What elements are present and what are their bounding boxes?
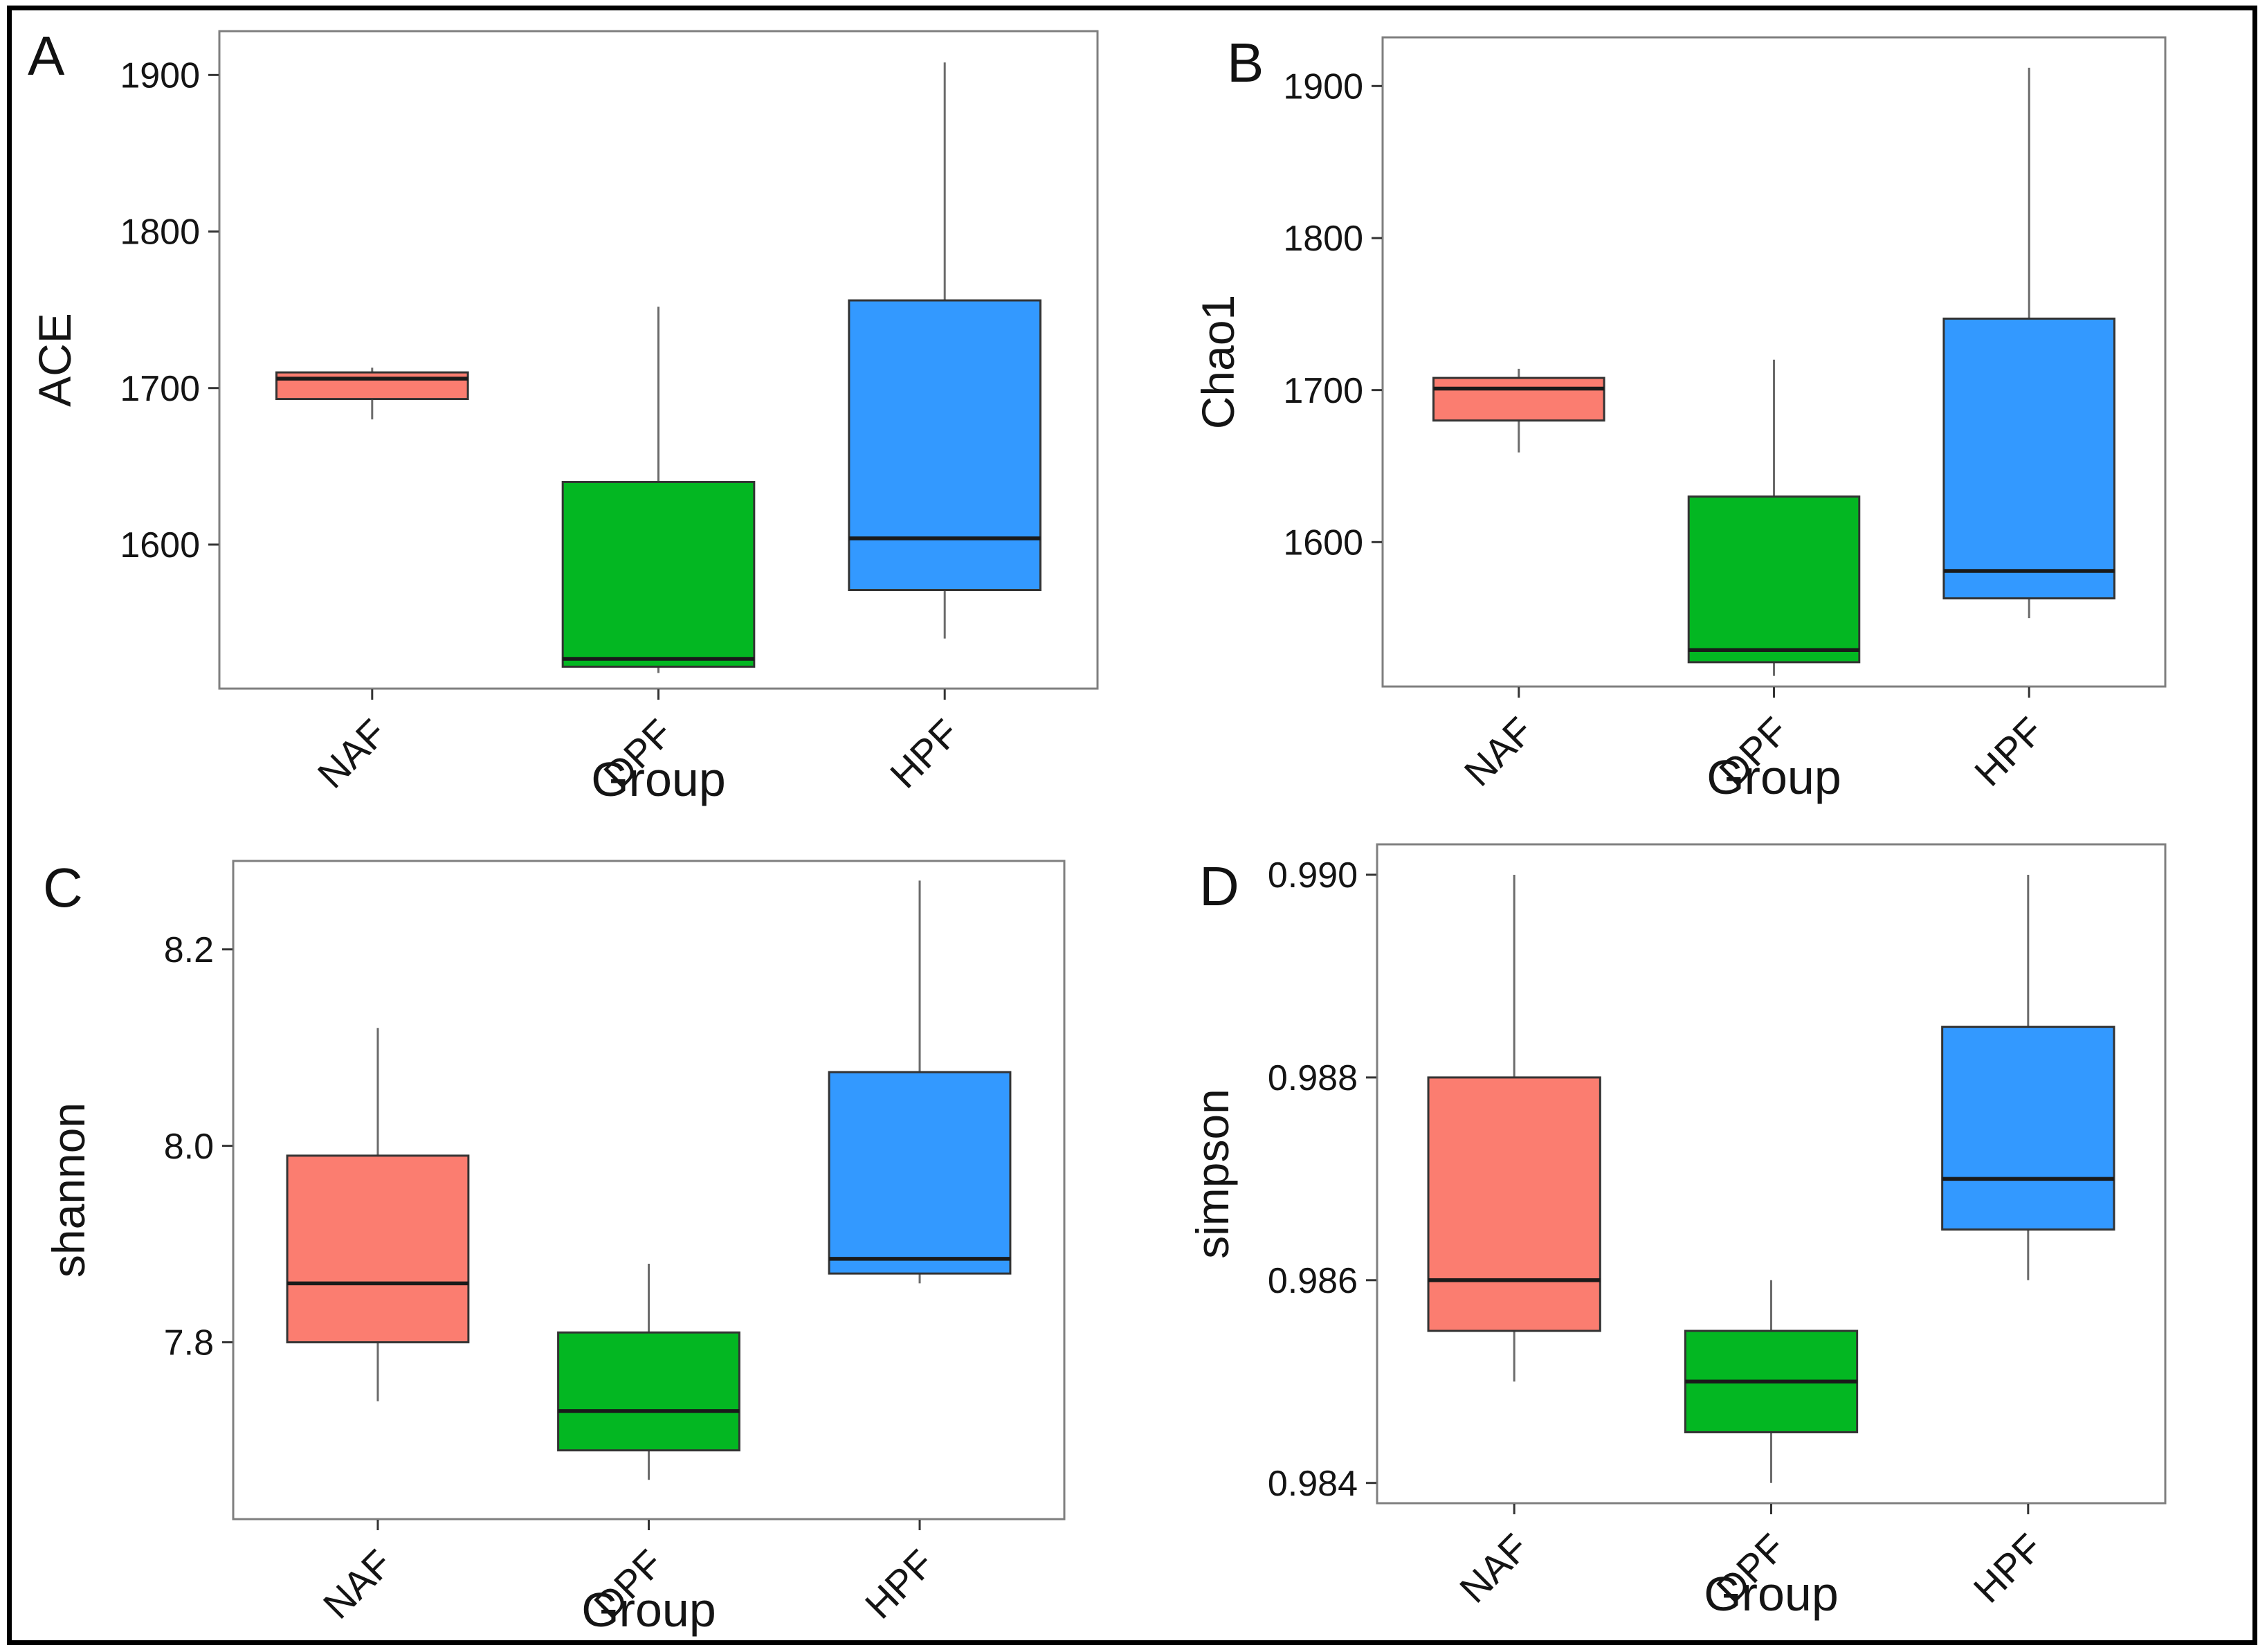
y-axis-title: shannon [43,1102,94,1278]
x-tick-label-naf: NAF [309,711,395,797]
x-tick-label-hpf: HPF [882,711,967,797]
y-tick-label: 8.2 [164,930,214,970]
box-NAF [275,371,469,401]
y-tick-label: 7.8 [164,1323,214,1363]
box-DPF [557,1331,740,1452]
y-axis-title: Chao1 [1192,295,1244,430]
y-axis-title: simpson [1187,1089,1238,1259]
panel-letter-a: A [28,25,65,87]
plot-frame [232,860,1066,1521]
y-tick-label: 0.986 [1268,1261,1358,1301]
x-tick-label-naf: NAF [315,1541,401,1627]
y-tick-label: 1900 [120,56,200,96]
box-HPF [1942,317,2115,600]
panel-letter-b: B [1227,32,1264,93]
y-tick-label: 0.990 [1268,855,1358,896]
plot-frame [218,30,1099,690]
y-tick-label: 1700 [1283,371,1363,411]
box-HPF [848,299,1042,591]
panel-c: C 7.8 8.0 8.2 shannon NAF DPF HPF Group [0,824,1134,1652]
y-tick-label: 1700 [120,369,200,409]
plot-frame [1381,36,2167,688]
x-tick-label-hpf: HPF [1966,709,2052,795]
y-tick-label: 1600 [1283,523,1363,563]
x-tick-label-hpf: HPF [857,1541,943,1627]
x-tick-label-hpf: HPF [1965,1525,2051,1611]
box-HPF [828,1071,1012,1275]
y-tick-label: 0.988 [1268,1058,1358,1098]
x-axis-title: Group [581,1583,716,1637]
x-axis-title: Group [1706,750,1841,804]
box-DPF [1687,495,1861,664]
y-tick-label: 8.0 [164,1127,214,1167]
box-NAF [286,1154,470,1344]
plot-frame [1376,843,2167,1505]
box-DPF [561,480,756,668]
box-NAF [1427,1076,1601,1332]
panel-a: A 1600 1700 1800 1900 ACE NAF DPF HPF Group [0,0,1134,824]
y-tick-label: 1900 [1283,66,1363,107]
y-tick-label: 1800 [120,212,200,253]
y-axis-title: ACE [29,313,80,407]
x-axis-title: Group [591,752,726,806]
x-tick-label-naf: NAF [1456,709,1542,795]
x-tick-label-naf: NAF [1451,1525,1537,1611]
box-HPF [1941,1026,2115,1231]
y-tick-label: 1800 [1283,219,1363,259]
panel-d: D 0.984 0.986 0.988 0.990 simpson NAF DPF HPF Gro… [1134,824,2267,1652]
x-axis-title: Group [1704,1567,1839,1621]
box-NAF [1432,376,1605,422]
y-tick-label: 0.984 [1268,1464,1358,1504]
panel-letter-d: D [1199,855,1239,917]
panel-b: B 1600 1700 1800 1900 Chao1 NAF DPF HPF Group [1134,0,2267,824]
panel-letter-c: C [43,857,83,918]
y-tick-label: 1600 [120,525,200,565]
